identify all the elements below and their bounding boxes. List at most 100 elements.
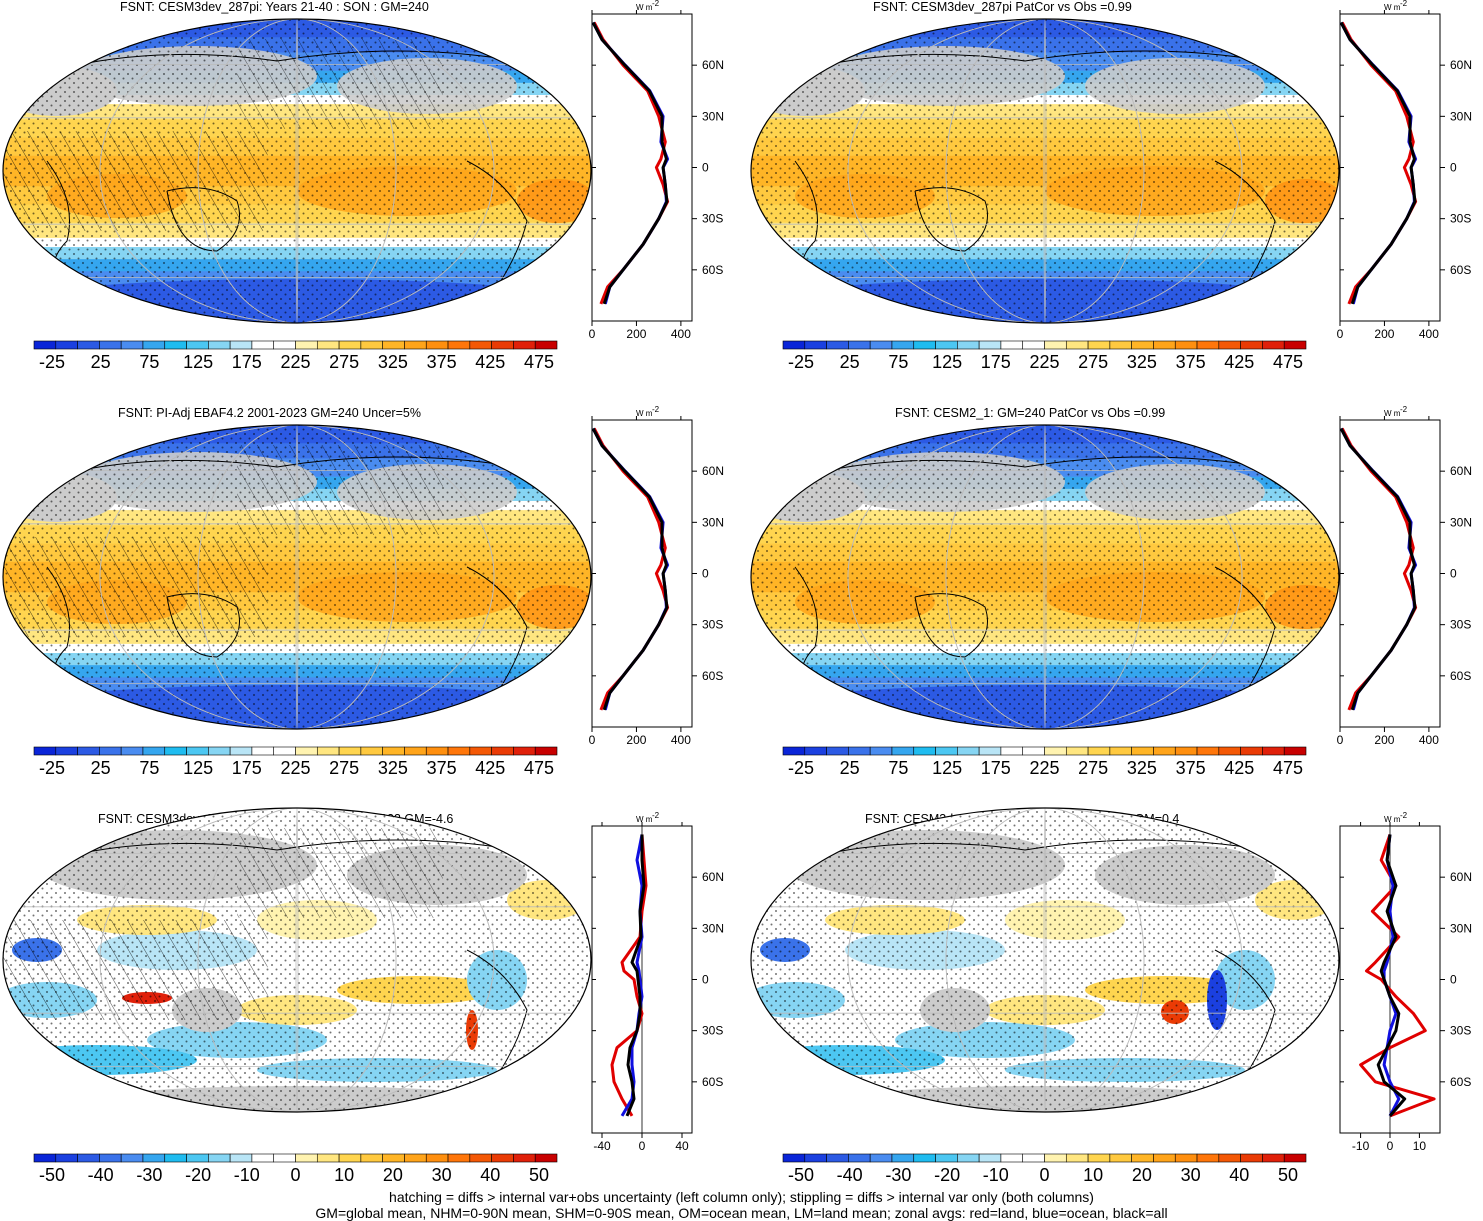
colorbar-swatch (1131, 1153, 1154, 1163)
colorbar-swatch (273, 1153, 296, 1163)
colorbar-swatch (99, 340, 122, 350)
colorbar-tick-label: -25 (38, 758, 65, 778)
colorbar-swatch (338, 1153, 362, 1163)
colorbar-swatch (1218, 1153, 1241, 1163)
graticule-meridian (945, 19, 1145, 323)
colorbar-swatch (251, 1153, 275, 1163)
colorbar-swatch (1262, 340, 1285, 350)
colorbar-swatch (251, 340, 275, 350)
map-panel-4 (750, 424, 1340, 730)
colorbar-tick-label: 75 (888, 758, 909, 778)
y-tick-label: 60N (702, 464, 724, 478)
panel-title-1: FSNT: CESM3dev_287pi: Years 21-40 : SON … (120, 0, 429, 14)
colorbar-swatch (848, 340, 871, 350)
colorbar-swatch (869, 340, 893, 350)
colorbar-swatch (913, 746, 936, 756)
footer-line-1: hatching = diffs > internal var+obs unce… (389, 1189, 1094, 1205)
unit-label: W m (1384, 815, 1401, 824)
colorbar-swatch (55, 1153, 78, 1163)
colorbar-swatch (469, 340, 492, 350)
colorbar-swatch (1174, 746, 1198, 756)
colorbar-swatch (208, 746, 231, 756)
colorbar-swatch (295, 746, 318, 756)
colorbar-swatch (316, 1153, 340, 1163)
graticule-meridian (197, 808, 397, 1112)
graticule-meridian (1043, 808, 1047, 1112)
colorbar-swatch (404, 746, 427, 756)
colorbar-swatch (1283, 340, 1307, 350)
colorbar-swatch (251, 746, 275, 756)
colorbar-tick-label: -10 (233, 1165, 260, 1185)
x-tick-label: 400 (1419, 733, 1439, 747)
colorbar-swatch (360, 340, 383, 350)
colorbar-swatch (382, 746, 405, 756)
colorbar-swatch (935, 1153, 958, 1163)
x-tick-label: 0 (589, 733, 596, 747)
colorbar-tick-label: 20 (382, 1165, 403, 1185)
colorbar-swatch (891, 1153, 915, 1163)
graticule-meridian (847, 808, 1243, 1112)
colorbar-swatch (869, 746, 893, 756)
colorbar-tick-label: 175 (231, 758, 262, 778)
colorbar-swatch (425, 746, 449, 756)
colorbar-swatch (55, 746, 78, 756)
colorbar-swatch (534, 1153, 558, 1163)
colorbar-tick-label: 30 (431, 1165, 452, 1185)
colorbar-swatch (1240, 340, 1263, 350)
unit-superscript: -2 (652, 811, 660, 820)
x-tick-label: 0 (589, 327, 596, 341)
colorbar-swatch (826, 1153, 849, 1163)
colorbar-swatch (869, 1153, 893, 1163)
colorbar-swatch (1087, 1153, 1111, 1163)
unit-label: W m (636, 3, 653, 12)
colorbar-tick-label: 375 (426, 352, 457, 372)
colorbar-tick-label: -40 (836, 1165, 863, 1185)
colorbar-swatch (186, 340, 209, 350)
unit-superscript: -2 (1400, 0, 1408, 8)
colorbar-swatch (404, 1153, 427, 1163)
colorbar-tick-label: 425 (1224, 758, 1255, 778)
colorbar-swatch (1000, 746, 1024, 756)
map-panel-5 (2, 807, 592, 1113)
colorbar-tick-label: -40 (87, 1165, 114, 1185)
zonal-series-line (591, 427, 669, 711)
colorbar-swatch (273, 340, 296, 350)
colorbar-swatch (316, 746, 340, 756)
colorbar-swatch (1153, 746, 1176, 756)
graticule-meridian (945, 425, 1145, 729)
graticule-meridian (99, 19, 495, 323)
colorbar-swatch (978, 340, 1002, 350)
zonal-series-line (1339, 427, 1417, 711)
colorbar-swatch (142, 746, 166, 756)
colorbar-5 (33, 1153, 558, 1163)
hatch-overlay (237, 445, 443, 535)
colorbar-swatch (425, 340, 449, 350)
y-tick-label: 30S (1450, 212, 1471, 226)
zonal-plot-1: 60N 30N 0 30S 60S 0 200 400 W m -2 (589, 0, 724, 341)
y-tick-label: 60N (1450, 58, 1472, 72)
colorbar-tick-label: 275 (1078, 352, 1109, 372)
map-border (2, 424, 592, 730)
x-tick-label: 0 (1387, 1139, 1394, 1153)
colorbar-tick-label: -20 (185, 1165, 212, 1185)
colorbar-swatch (491, 746, 514, 756)
graticule-meridian (197, 19, 397, 323)
colorbar-swatch (491, 340, 514, 350)
colorbar-swatch (99, 1153, 122, 1163)
colorbar-tick-label: 175 (231, 352, 262, 372)
unit-superscript: -2 (1400, 811, 1408, 820)
colorbar-swatch (469, 746, 492, 756)
colorbar-swatch (935, 746, 958, 756)
zonal-series-line (610, 834, 648, 1117)
colorbar-tick-label: 425 (475, 758, 506, 778)
unit-label: W m (636, 815, 653, 824)
colorbar-swatch (1000, 340, 1024, 350)
y-tick-label: 30S (1450, 1024, 1471, 1038)
colorbar-2 (782, 340, 1307, 350)
x-tick-label: 200 (626, 327, 646, 341)
graticule-meridian (1043, 19, 1047, 323)
colorbar-tick-label: 0 (1039, 1165, 1050, 1185)
graticule-meridian (847, 19, 1243, 323)
colorbar-swatch (425, 1153, 449, 1163)
colorbar-swatch (33, 340, 57, 350)
